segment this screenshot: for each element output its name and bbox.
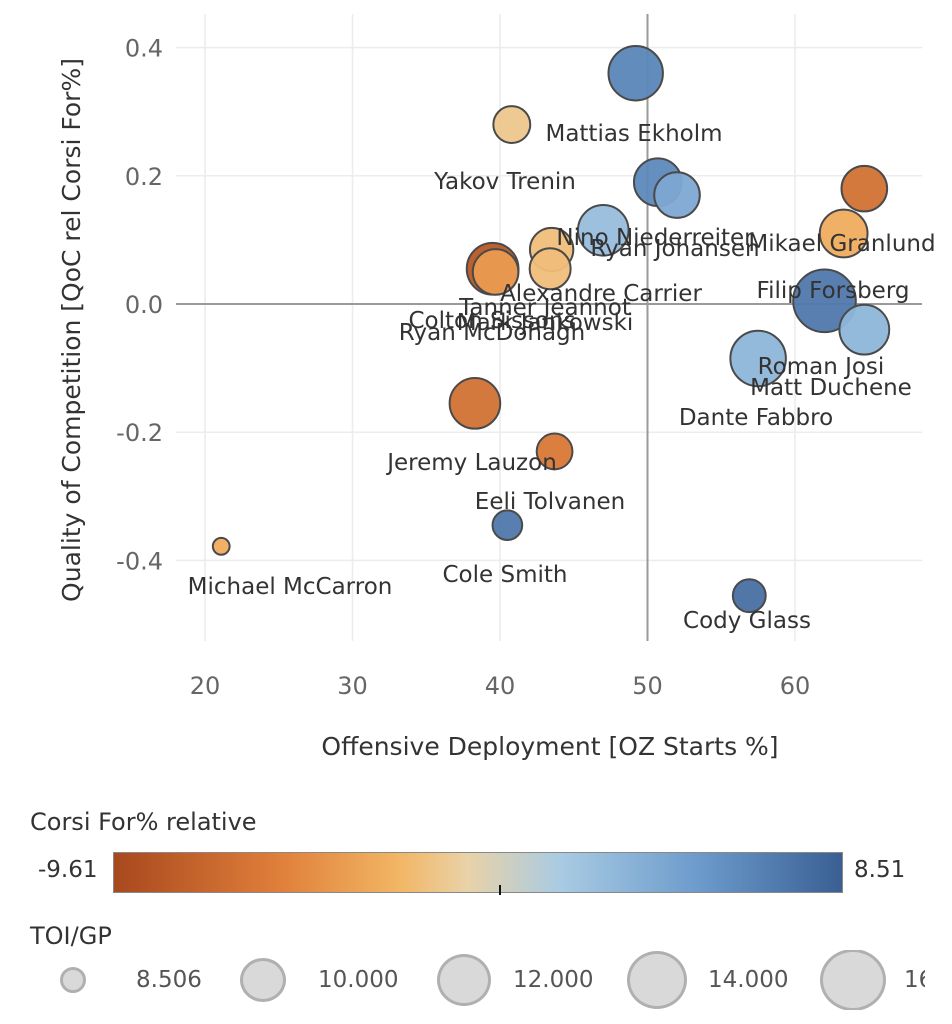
x-axis-title: Offensive Deployment [OZ Starts %] — [321, 732, 778, 761]
size-legend-title: TOI/GP — [30, 922, 112, 950]
data-point — [818, 208, 869, 259]
color-legend-min: -9.61 — [38, 857, 98, 883]
scatter-plot: 0.4 0.2 0.0 -0.2 -0.4 20 30 40 50 60 Mattias Ekh… — [57, 14, 936, 761]
y-tick-label: 0.2 — [125, 163, 163, 191]
point-label: Ryan McDonagh — [399, 320, 585, 346]
y-tick-label: -0.4 — [116, 547, 163, 575]
size-legend-label: 12.000 — [513, 967, 594, 993]
size-legend-circle — [437, 954, 491, 1006]
size-legend-label: 8.506 — [136, 967, 202, 993]
point-label: Cole Smith — [443, 562, 568, 588]
data-point — [535, 432, 574, 471]
size-legend: 8.506 10.000 12.000 14.000 16 — [0, 950, 925, 1010]
point-label: Tanner Jeannot — [458, 295, 631, 321]
color-legend-title: Corsi For% relative — [30, 808, 257, 836]
point-label: Nino Niederreiter — [556, 225, 754, 251]
y-tick-label: 0.0 — [125, 291, 163, 319]
point-label: Filip Forsberg — [757, 278, 910, 304]
data-point — [729, 329, 787, 388]
color-bar-center-marker — [499, 885, 501, 895]
data-point — [653, 171, 701, 219]
data-point — [576, 203, 630, 257]
size-legend-circle — [60, 967, 86, 993]
x-tick-label: 60 — [780, 672, 811, 700]
x-tick-label: 50 — [632, 672, 663, 700]
point-label: Matt Duchene — [750, 375, 912, 401]
size-legend-label: 10.000 — [318, 967, 399, 993]
point-label: Ryan Johansen — [590, 236, 759, 262]
x-tick-label: 20 — [190, 672, 221, 700]
point-label: Michael McCarron — [188, 574, 393, 600]
data-point — [838, 303, 891, 356]
color-gradient-bar — [113, 852, 843, 893]
point-label: Eeli Tolvanen — [475, 489, 625, 515]
point-label: Mikael Granlund — [748, 231, 935, 257]
point-label: Mattias Ekholm — [545, 121, 722, 147]
point-label: Roman Josi — [758, 354, 885, 380]
x-tick-label: 30 — [337, 672, 368, 700]
size-legend-circle — [240, 958, 286, 1002]
data-point — [491, 509, 524, 541]
x-axis-ticks: 20 30 40 50 60 — [190, 672, 811, 700]
point-label: Jeremy Lauzon — [385, 450, 557, 476]
x-tick-label: 40 — [485, 672, 516, 700]
point-label: Yakov Trenin — [433, 169, 576, 195]
size-legend-label: 14.000 — [708, 967, 789, 993]
y-axis-ticks: 0.4 0.2 0.0 -0.2 -0.4 — [116, 35, 163, 576]
data-point — [528, 247, 572, 291]
y-axis-title: Quality of Competition [QoC rel Corsi Fo… — [57, 58, 86, 602]
data-point — [471, 248, 520, 296]
data-point — [448, 377, 502, 430]
point-label: Mark Jankowski — [457, 310, 634, 336]
point-label: Dante Fabbro — [679, 405, 833, 431]
size-legend-circle — [627, 951, 687, 1009]
data-point — [840, 164, 889, 213]
point-label: Cody Glass — [683, 608, 811, 634]
y-tick-label: -0.2 — [116, 419, 163, 447]
data-point — [792, 268, 857, 334]
size-legend-label: 16 — [904, 967, 925, 993]
data-point — [492, 105, 532, 144]
point-labels: Mattias Ekholm Yakov Trenin Nino Niederrei… — [188, 121, 936, 634]
point-label: Colton Sissons — [408, 308, 575, 334]
data-point — [731, 578, 767, 614]
data-point — [211, 536, 231, 556]
point-label: Alexandre Carrier — [500, 281, 702, 307]
data-point — [607, 45, 664, 102]
data-points — [211, 45, 891, 614]
y-tick-label: 0.4 — [125, 35, 163, 63]
size-legend-circle — [820, 950, 886, 1010]
color-legend-max: 8.51 — [854, 857, 906, 883]
